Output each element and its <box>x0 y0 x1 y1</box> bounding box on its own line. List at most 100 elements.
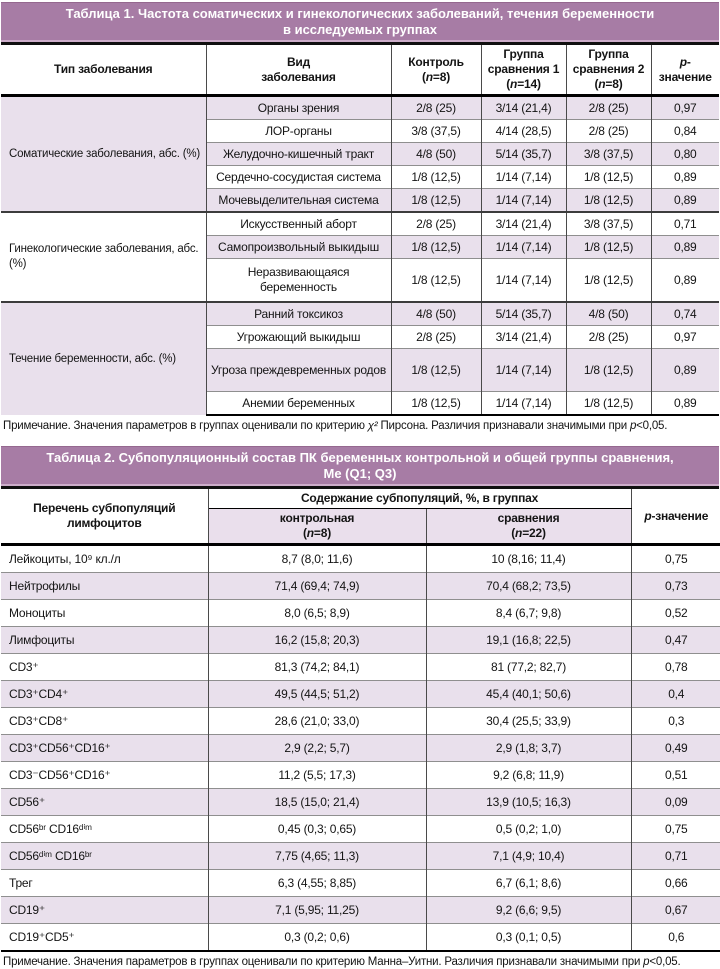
t2-comparison-cell: 19,1 (16,8; 22,5) <box>425 626 632 654</box>
t2-p-cell: 0,49 <box>630 734 720 762</box>
table-row: Желудочно-кишечный тракт 4/8 (50) 5/14 (… <box>1 142 719 166</box>
t2-subpop-cell: CD19⁺ <box>1 896 209 924</box>
t1-group2-cell: 1/8 (12,5) <box>565 188 652 212</box>
table-row: CD3⁺ 81,3 (74,2; 84,1) 81 (77,2; 82,7) 0… <box>1 653 720 681</box>
t1-group1-cell: 1/14 (7,14) <box>480 235 567 259</box>
table-row: Анемии беременных 1/8 (12,5) 1/14 (7,14)… <box>1 391 719 416</box>
t2-p-cell: 0,4 <box>630 680 720 708</box>
t1-group-pregnancy: Течение беременности, абс. (%) <box>1 301 207 415</box>
t1-p-cell: 0,89 <box>650 391 719 416</box>
t1-disease-cell: Ранний токсикоз <box>205 301 392 326</box>
table-row: CD19⁺ 7,1 (5,95; 11,25) 9,2 (6,6; 9,5) 0… <box>1 896 720 924</box>
t2-p-cell: 0,3 <box>630 707 720 735</box>
table1-title-line2: в исследуемых группах <box>282 22 438 37</box>
t1-col-group1-n: (n=14) <box>506 77 541 91</box>
table-row: CD3⁺CD4⁺ 49,5 (44,5; 51,2) 45,4 (40,1; 5… <box>1 680 720 708</box>
t1-col-control: Контроль (n=8) <box>390 45 482 97</box>
table1-block: Таблица 1. Частота соматических и гинеко… <box>1 2 719 433</box>
table-row: Мочевыделительная система 1/8 (12,5) 1/1… <box>1 188 719 212</box>
table2-title-bar: Таблица 2. Субпопуляционный состав ПК бе… <box>1 446 719 486</box>
table2-footnote-text: Примечание. Значения параметров в группа… <box>3 956 644 968</box>
t1-group-somatic: Соматические заболевания, абс. (%) <box>1 95 207 212</box>
t2-comparison-cell: 2,9 (1,8; 3,7) <box>425 734 632 762</box>
t1-group2-cell: 3/8 (37,5) <box>565 211 652 236</box>
t2-comparison-cell: 9,2 (6,8; 11,9) <box>425 761 632 789</box>
t2-subpop-cell: Лейкоциты, 10⁹ кл./л <box>1 544 209 573</box>
table-row: Нейтрофилы 71,4 (69,4; 74,9) 70,4 (68,2;… <box>1 572 720 600</box>
t2-control-cell: 7,75 (4,65; 11,3) <box>207 842 427 870</box>
t1-disease-cell: ЛОР-органы <box>206 119 392 143</box>
t1-group1-cell: 3/14 (21,4) <box>480 325 567 349</box>
table1-header-row: Тип заболевания Вид заболевания Контроль… <box>1 45 719 97</box>
t1-group-gynecologic: Гинекологические заболевания, абс. (%) <box>1 211 207 302</box>
t1-disease-cell: Желудочно-кишечный тракт <box>206 142 392 166</box>
t2-subpop-cell: CD56ᵈⁱᵐ CD16ᵇʳ <box>1 842 209 870</box>
t2-comparison-cell: 10 (8,16; 11,4) <box>425 544 632 573</box>
t1-p-cell: 0,74 <box>650 301 719 326</box>
t2-col-subpop-line2: лимфоцитов <box>66 516 142 530</box>
table2-footnote-text2: <0,05. <box>649 956 681 968</box>
table1-footnote: Примечание. Значения параметров в группа… <box>1 416 719 433</box>
t1-group1-cell: 3/14 (21,4) <box>480 211 567 236</box>
t2-control-cell: 2,9 (2,2; 5,7) <box>207 734 427 762</box>
t2-subpop-cell: Моноциты <box>1 599 209 627</box>
table1-footnote-text2: Пирсона. Различия признавали значимыми п… <box>377 420 630 432</box>
table2-block: Таблица 2. Субпопуляционный состав ПК бе… <box>1 446 720 969</box>
table2-top-rule <box>1 486 719 489</box>
t1-col-group1: Группа сравнения 1 (n=14) <box>480 45 567 97</box>
table2: Перечень субпопуляций лимфоцитов Содержа… <box>1 489 720 952</box>
t2-col-subpop-line1: Перечень субпопуляций <box>33 501 176 515</box>
table1-title-bar: Таблица 1. Частота соматических и гинеко… <box>1 2 719 42</box>
t2-subpop-cell: CD3⁺ <box>1 653 209 681</box>
t1-control-cell: 1/8 (12,5) <box>390 235 482 259</box>
t2-control-cell: 28,6 (21,0; 33,0) <box>207 707 427 735</box>
t1-control-cell: 4/8 (50) <box>390 142 482 166</box>
t1-group2-cell: 1/8 (12,5) <box>565 165 652 189</box>
t2-p-cell: 0,75 <box>630 815 720 843</box>
t2-comparison-cell: 13,9 (10,5; 16,3) <box>425 788 632 816</box>
table-row: Течение беременности, абс. (%) Ранний то… <box>1 301 719 415</box>
chi-squared-symbol: χ² <box>367 420 378 432</box>
t2-col-control-label: контрольная <box>279 511 355 525</box>
t2-subpop-cell: CD56⁺ <box>1 788 209 816</box>
t1-col-group2-label1: Группа <box>588 47 629 61</box>
t1-disease-cell: Органы зрения <box>205 95 392 120</box>
t1-p-cell: 0,89 <box>650 348 719 392</box>
t2-p-cell: 0,67 <box>630 896 720 924</box>
t2-comparison-cell: 6,7 (6,1; 8,6) <box>425 869 632 897</box>
t2-subpop-cell: CD3⁺CD4⁺ <box>1 680 209 708</box>
t2-control-cell: 8,7 (8,0; 11,6) <box>207 544 427 573</box>
table-row: Сердечно-сосудистая система 1/8 (12,5) 1… <box>1 165 719 189</box>
t2-control-cell: 18,5 (15,0; 21,4) <box>207 788 427 816</box>
t1-col-control-n: (n=8) <box>421 69 450 84</box>
t1-group2-cell: 2/8 (25) <box>565 325 652 349</box>
t2-control-cell: 7,1 (5,95; 11,25) <box>207 896 427 924</box>
t1-col-group1-label1: Группа <box>503 47 544 61</box>
table-row: Самопроизвольный выкидыш 1/8 (12,5) 1/14… <box>1 235 719 259</box>
t1-control-cell: 1/8 (12,5) <box>390 348 482 392</box>
t2-subpop-cell: CD56ᵇʳ CD16ᵈⁱᵐ <box>1 815 209 843</box>
table-row: CD3⁺CD56⁺CD16⁺ 2,9 (2,2; 5,7) 2,9 (1,8; … <box>1 734 720 762</box>
t2-p-cell: 0,52 <box>630 599 720 627</box>
table-row: Соматические заболевания, абс. (%) Орган… <box>1 95 719 212</box>
t1-control-cell: 1/8 (12,5) <box>390 165 482 189</box>
t2-col-control-n: (n=8) <box>302 526 331 540</box>
t1-p-cell: 0,89 <box>650 235 719 259</box>
t1-disease-cell: Неразвивающаяся беременность <box>206 258 392 302</box>
t2-comparison-cell: 0,5 (0,2; 1,0) <box>425 815 632 843</box>
t2-p-cell: 0,78 <box>630 653 720 681</box>
t2-p-cell: 0,75 <box>630 544 720 573</box>
table-row: Лимфоциты 16,2 (15,8; 20,3) 19,1 (16,8; … <box>1 626 720 654</box>
t1-col-type: Тип заболевания <box>1 45 207 97</box>
t2-comparison-cell: 70,4 (68,2; 73,5) <box>425 572 632 600</box>
t2-comparison-cell: 30,4 (25,5; 33,9) <box>425 707 632 735</box>
table-row: Угроза преждевременных родов 1/8 (12,5) … <box>1 348 719 392</box>
t1-col-group1-label2: сравнения 1 <box>487 62 560 76</box>
t1-group2-cell: 1/8 (12,5) <box>565 258 652 302</box>
t1-p-cell: 0,89 <box>650 165 719 189</box>
t2-p-cell: 0,66 <box>630 869 720 897</box>
table-row: ЛОР-органы 3/8 (37,5) 4/14 (28,5) 2/8 (2… <box>1 119 719 143</box>
t2-col-control: контрольная (n=8) <box>208 508 427 546</box>
table-row: CD56ᵈⁱᵐ CD16ᵇʳ 7,75 (4,65; 11,3) 7,1 (4,… <box>1 842 720 870</box>
